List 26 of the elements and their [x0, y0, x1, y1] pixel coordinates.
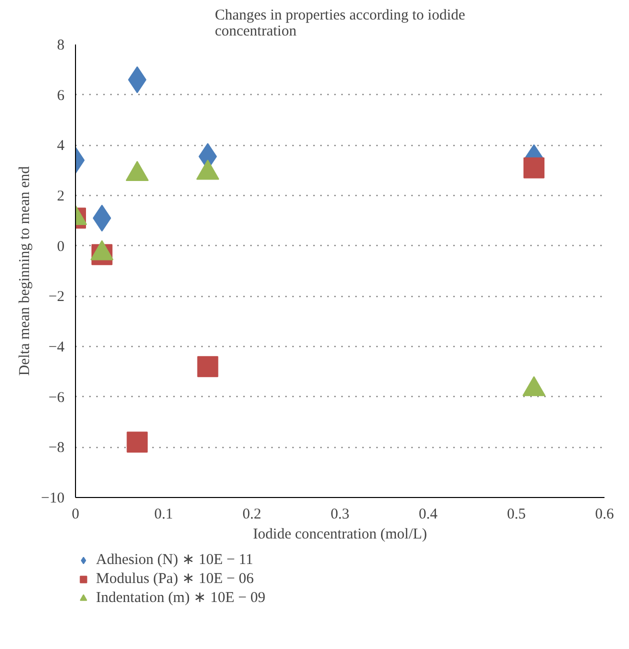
legend-label: Indentation (m) ∗ 10E − 09: [96, 589, 266, 607]
x-axis-title: Iodide concentration (mol/L): [252, 526, 428, 542]
x-tick-label: 0.2: [242, 506, 262, 522]
point: [197, 356, 218, 378]
legend-label: Adhesion (N) ∗ 10E − 11: [96, 551, 254, 569]
legend-label: Modulus (Pa) ∗ 10E − 06: [96, 570, 254, 588]
y-tick-label: −2: [48, 289, 65, 306]
x-tick-label: 0: [72, 506, 80, 522]
y-tick-label: −10: [41, 490, 65, 506]
y-axis-title: Delta mean beginning to mean end: [17, 166, 34, 376]
y-tick-label: 6: [57, 88, 65, 104]
y-tick-label: 8: [57, 38, 64, 54]
y-tick-label: 2: [57, 188, 64, 204]
x-tick-label: 0.5: [506, 506, 526, 522]
y-tick-label: 4: [57, 138, 65, 154]
x-tick-label: 0.3: [330, 506, 350, 522]
y-tick-label: −8: [48, 440, 65, 456]
y-tick-label: −4: [48, 340, 65, 356]
point: [523, 157, 544, 178]
x-tick-label: 0.1: [154, 506, 174, 522]
point: [126, 432, 148, 453]
y-tick-label: −6: [48, 390, 65, 406]
y-tick-label: 0: [57, 238, 64, 255]
chart-title: Changes in properties according to iodide concentration: [214, 8, 466, 40]
x-tick-label: 0.6: [595, 506, 614, 522]
x-tick-label: 0.4: [418, 506, 438, 522]
